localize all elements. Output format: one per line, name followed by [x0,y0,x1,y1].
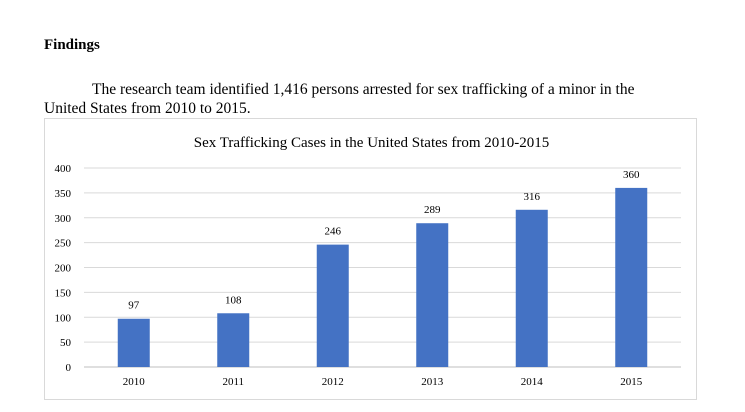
bar-2012 [316,244,349,367]
y-tick-label: 0 [66,362,72,374]
bar-2013 [416,223,449,367]
y-tick-label: 100 [55,312,72,324]
y-tick-label: 300 [55,213,72,225]
y-tick-label: 400 [55,163,72,175]
data-label: 97 [128,300,140,312]
data-label: 108 [225,294,242,306]
y-tick-label: 200 [55,263,72,275]
chart-title: Sex Trafficking Cases in the United Stat… [194,135,550,151]
x-tick-label: 2015 [620,376,643,388]
paragraph-line-2: United States from 2010 to 2015. [44,100,251,117]
x-tick-label: 2010 [123,376,146,388]
x-tick-label: 2011 [222,376,244,388]
bar-2010 [117,318,150,367]
chart-gridlines [84,167,681,368]
data-label: 316 [524,191,541,203]
data-label: 289 [424,204,441,216]
chart-y-tick-labels: 0 50 100 150 200 250 300 350 400 [55,163,72,374]
data-label: 246 [325,226,342,238]
y-tick-label: 50 [60,337,72,349]
chart-data-labels: 97 108 246 289 316 360 [128,169,640,312]
bar-chart-frame: Sex Trafficking Cases in the United Stat… [44,118,697,400]
x-tick-label: 2014 [521,376,544,388]
bar-2015 [615,187,648,367]
findings-paragraph: The research team identified 1,416 perso… [44,80,724,118]
y-tick-label: 350 [55,188,72,200]
bar-2014 [515,209,548,367]
y-tick-label: 150 [55,287,72,299]
x-tick-label: 2013 [421,376,444,388]
data-label: 360 [623,169,640,181]
y-tick-label: 250 [55,238,72,250]
paragraph-line-1: The research team identified 1,416 perso… [92,81,635,98]
section-heading: Findings [44,37,100,53]
chart-bars [117,187,648,367]
bar-2011 [217,313,250,367]
x-tick-label: 2012 [322,376,344,388]
bar-chart: Sex Trafficking Cases in the United Stat… [55,135,681,388]
chart-x-tick-labels: 2010 2011 2012 2013 2014 2015 [123,376,643,388]
